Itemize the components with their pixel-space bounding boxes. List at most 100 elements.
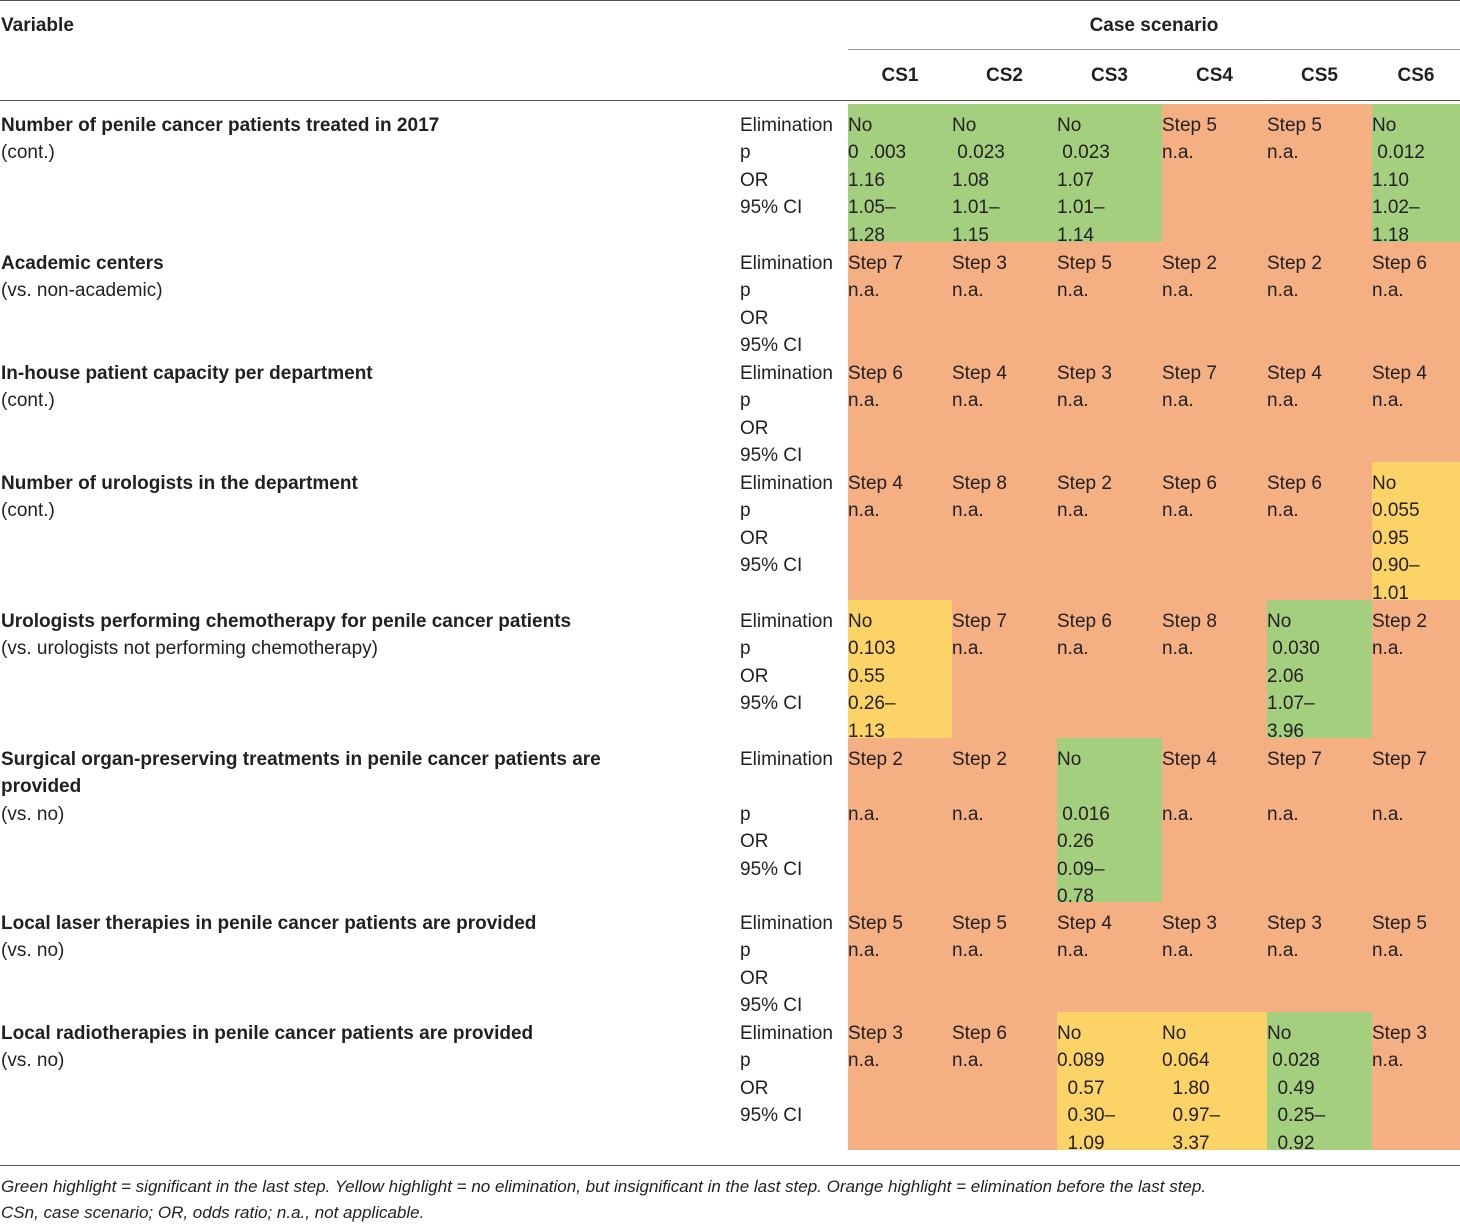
result-cell-cs4: Step 8 n.a. bbox=[1162, 600, 1267, 738]
result-cell-cs1: Step 3 n.a. bbox=[848, 1012, 952, 1150]
result-value: Step 5 bbox=[1057, 253, 1112, 274]
result-value: Step 5 bbox=[1267, 115, 1322, 136]
result-value: 1.16 bbox=[848, 169, 885, 191]
result-cell-cs1: No 0 .003 1.16 1.05– 1.28 bbox=[848, 104, 952, 242]
result-value: 0.57 bbox=[1057, 1077, 1105, 1099]
result-value bbox=[1162, 773, 1267, 800]
result-value: 3.96 bbox=[1267, 720, 1304, 738]
result-value: Step 7 bbox=[848, 253, 903, 274]
result-value: Step 6 bbox=[952, 1023, 1007, 1044]
statistic-label: Elimination bbox=[740, 913, 833, 934]
result-cell-cs3: Step 6 n.a. bbox=[1057, 600, 1162, 738]
result-value: No bbox=[1267, 611, 1292, 632]
statistic-label: p bbox=[740, 940, 751, 962]
variable-title: Number of urologists in the department bbox=[1, 473, 358, 494]
result-value: Step 2 bbox=[1267, 253, 1322, 274]
result-value: Step 6 bbox=[1267, 473, 1322, 494]
result-value: n.a. bbox=[952, 638, 984, 660]
result-value: n.a. bbox=[1372, 280, 1404, 302]
result-value: n.a. bbox=[1372, 1050, 1404, 1072]
result-cell-cs3: Step 4 n.a. bbox=[1057, 902, 1162, 1012]
statistic-label: Elimination bbox=[740, 363, 833, 384]
result-value: 0.064 bbox=[1162, 1050, 1210, 1072]
result-cell-cs4: Step 7 n.a. bbox=[1162, 352, 1267, 462]
result-value: n.a. bbox=[952, 1050, 984, 1072]
result-value: 1.01– bbox=[952, 197, 1000, 219]
result-value: 1.10 bbox=[1372, 169, 1409, 191]
result-value: 1.14 bbox=[1057, 224, 1094, 242]
result-cell-cs6: Step 2 n.a. bbox=[1372, 600, 1460, 738]
variable-cell: In-house patient capacity per department… bbox=[1, 360, 701, 415]
result-cell-cs5: No 0.030 2.06 1.07– 3.96 bbox=[1267, 600, 1372, 738]
result-cell-cs6: Step 5 n.a. bbox=[1372, 902, 1460, 1012]
result-value: n.a. bbox=[1162, 280, 1194, 302]
statistic-labels: Elimination p OR 95% CI bbox=[740, 250, 848, 360]
statistic-label: Elimination bbox=[740, 611, 833, 632]
result-value: Step 3 bbox=[952, 253, 1007, 274]
result-value: Step 5 bbox=[952, 913, 1007, 934]
result-value: 0.028 bbox=[1267, 1050, 1320, 1072]
result-cell-cs1: Step 4 n.a. bbox=[848, 462, 952, 600]
statistic-labels: Elimination p OR 95% CI bbox=[740, 910, 848, 1020]
statistic-label: 95% CI bbox=[740, 995, 803, 1017]
statistic-labels: Elimination p OR 95% CI bbox=[740, 608, 848, 718]
result-cell-cs6: Step 3 n.a. bbox=[1372, 1012, 1460, 1150]
result-value: Step 4 bbox=[1267, 363, 1322, 384]
result-cell-cs4: Step 5 n.a. bbox=[1162, 104, 1267, 242]
result-value: No bbox=[1057, 749, 1082, 770]
result-cell-cs3: Step 3 n.a. bbox=[1057, 352, 1162, 462]
statistic-label: 95% CI bbox=[740, 197, 803, 219]
result-cell-cs2: Step 8 n.a. bbox=[952, 462, 1057, 600]
result-value: n.a. bbox=[1162, 500, 1194, 522]
result-value: Step 6 bbox=[1372, 253, 1427, 274]
statistic-label: Elimination bbox=[740, 253, 833, 274]
statistic-labels: Elimination p OR 95% CI bbox=[740, 112, 848, 222]
result-value: 0.90– bbox=[1372, 555, 1420, 577]
result-value: Step 3 bbox=[848, 1023, 903, 1044]
result-cell-cs4: No 0.064 1.80 0.97– 3.37 bbox=[1162, 1012, 1267, 1150]
result-value: 0.78 bbox=[1057, 885, 1094, 902]
result-cell-cs5: Step 5 n.a. bbox=[1267, 104, 1372, 242]
result-cell-cs1: Step 6 n.a. bbox=[848, 352, 952, 462]
statistic-label: p bbox=[740, 803, 751, 825]
result-cell-cs2: Step 6 n.a. bbox=[952, 1012, 1057, 1150]
result-value: n.a. bbox=[848, 390, 880, 412]
result-value: n.a. bbox=[952, 500, 984, 522]
variable-cell: Academic centers (vs. non-academic) bbox=[1, 250, 701, 305]
result-cell-cs3: Step 5 n.a. bbox=[1057, 242, 1162, 352]
result-value: 0.26 bbox=[1057, 831, 1094, 853]
variable-subtitle: (vs. urologists not performing chemother… bbox=[1, 638, 378, 660]
bottom-rule bbox=[0, 1165, 1460, 1166]
statistic-label: p bbox=[740, 638, 751, 660]
statistic-label: Elimination bbox=[740, 473, 833, 494]
result-value: n.a. bbox=[1372, 638, 1404, 660]
result-value: Step 3 bbox=[1057, 363, 1112, 384]
result-value: Step 7 bbox=[1162, 363, 1217, 384]
statistic-label: 95% CI bbox=[740, 1105, 803, 1127]
result-value: Step 4 bbox=[1372, 363, 1427, 384]
statistic-label: 95% CI bbox=[740, 858, 803, 880]
result-cell-cs6: No 0.055 0.95 0.90– 1.01 bbox=[1372, 462, 1460, 600]
result-value: Step 4 bbox=[848, 473, 903, 494]
variable-cell: Surgical organ-preserving treatments in … bbox=[1, 746, 701, 828]
result-cell-cs1: Step 5 n.a. bbox=[848, 902, 952, 1012]
result-value: 2.06 bbox=[1267, 665, 1304, 687]
column-header-cs1: CS1 bbox=[881, 65, 919, 86]
result-value: Step 7 bbox=[952, 611, 1007, 632]
result-cell-cs2: Step 5 n.a. bbox=[952, 902, 1057, 1012]
statistic-labels: Elimination p OR 95% CI bbox=[740, 470, 848, 580]
result-value: Step 4 bbox=[1057, 913, 1112, 934]
result-value bbox=[952, 773, 1057, 800]
result-value: Step 8 bbox=[1162, 611, 1217, 632]
result-value: 0.089 bbox=[1057, 1050, 1105, 1072]
statistic-label: OR bbox=[740, 527, 769, 549]
result-value: n.a. bbox=[1057, 940, 1089, 962]
result-cell-cs5: Step 4 n.a. bbox=[1267, 352, 1372, 462]
result-value: 1.18 bbox=[1372, 224, 1409, 242]
statistic-label: OR bbox=[740, 307, 769, 329]
result-value: n.a. bbox=[1267, 280, 1299, 302]
statistic-label: p bbox=[740, 142, 751, 164]
result-value: 3.37 bbox=[1162, 1132, 1210, 1150]
variable-title: Number of penile cancer patients treated… bbox=[1, 115, 440, 136]
